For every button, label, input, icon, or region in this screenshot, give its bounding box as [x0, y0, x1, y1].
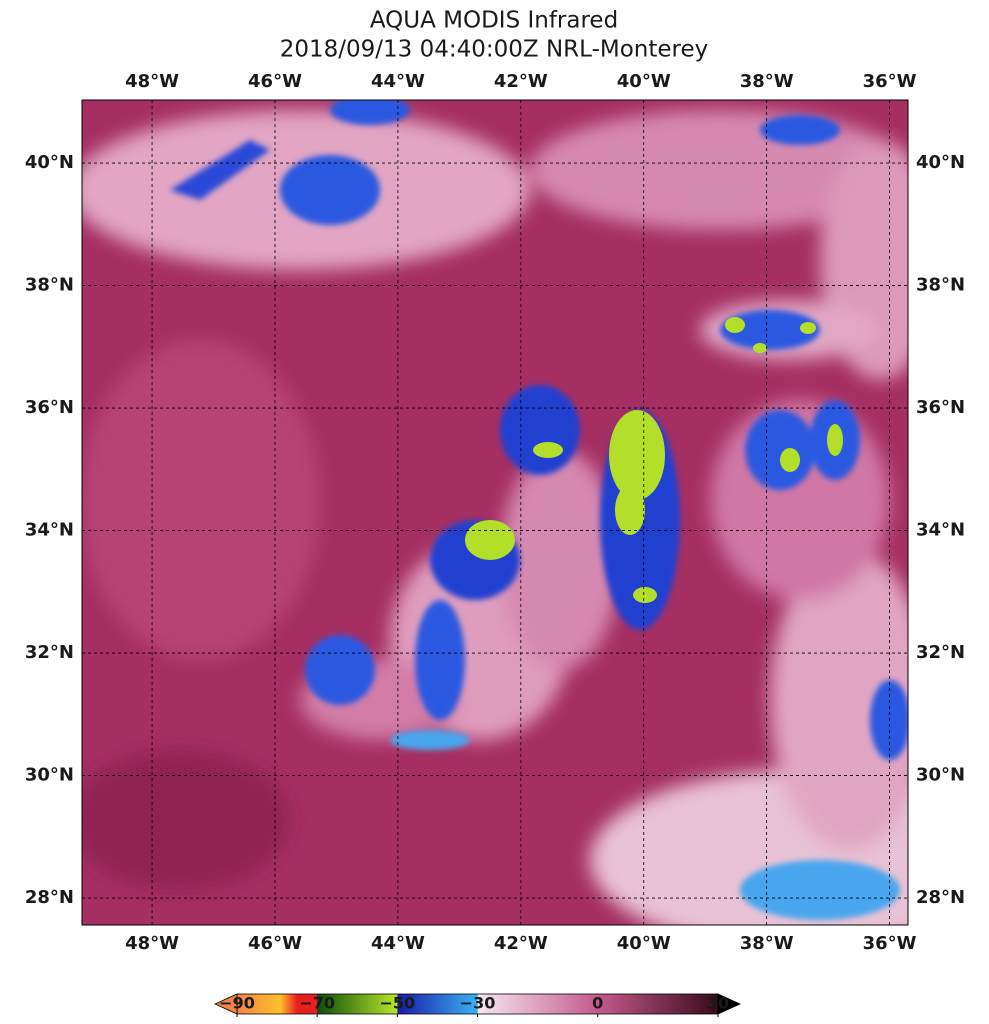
colorbar-extend-high	[717, 993, 741, 1015]
colorbar-tick-label: −70	[299, 994, 335, 1013]
y-tick-label: 32°N	[25, 642, 74, 663]
colorbar-tick-label: 30	[707, 994, 729, 1013]
x-tick-label: 36°W	[863, 933, 917, 954]
colorbar-tick-label: −30	[460, 994, 496, 1013]
y-tick-label: 40°N	[25, 152, 74, 173]
x-tick-label: 44°W	[371, 933, 425, 954]
x-tick-label: 44°W	[371, 71, 425, 92]
x-tick-label: 38°W	[740, 933, 794, 954]
y-tick-label: 36°N	[25, 397, 74, 418]
colorbar-tick-label: −50	[379, 994, 415, 1013]
y-tick-label: 38°N	[25, 275, 74, 296]
x-tick-label: 38°W	[740, 71, 794, 92]
title: AQUA MODIS Infrared	[370, 8, 618, 34]
y-tick-label: 36°N	[916, 397, 965, 418]
y-tick-label: 38°N	[916, 275, 965, 296]
x-tick-label: 36°W	[863, 71, 917, 92]
x-tick-label: 40°W	[617, 71, 671, 92]
satellite-image	[82, 100, 908, 925]
colorbar-tick-label: 0	[592, 994, 603, 1013]
colorbar-tick-label: −90	[219, 994, 255, 1013]
y-tick-label: 28°N	[25, 887, 74, 908]
x-tick-label: 40°W	[617, 933, 671, 954]
x-tick-label: 42°W	[494, 71, 548, 92]
y-tick-label: 34°N	[25, 520, 74, 541]
map-frame	[81, 99, 909, 926]
y-tick-label: 30°N	[25, 765, 74, 786]
x-tick-label: 48°W	[125, 71, 179, 92]
x-tick-label: 46°W	[248, 933, 302, 954]
x-tick-label: 48°W	[125, 933, 179, 954]
y-tick-label: 40°N	[916, 152, 965, 173]
y-tick-label: 28°N	[916, 887, 965, 908]
subtitle: 2018/09/13 04:40:00Z NRL-Monterey	[280, 37, 709, 63]
y-tick-label: 34°N	[916, 520, 965, 541]
x-tick-label: 42°W	[494, 933, 548, 954]
y-tick-label: 30°N	[916, 765, 965, 786]
colorbar-extend-low	[214, 993, 238, 1015]
y-tick-label: 32°N	[916, 642, 965, 663]
x-tick-label: 46°W	[248, 71, 302, 92]
